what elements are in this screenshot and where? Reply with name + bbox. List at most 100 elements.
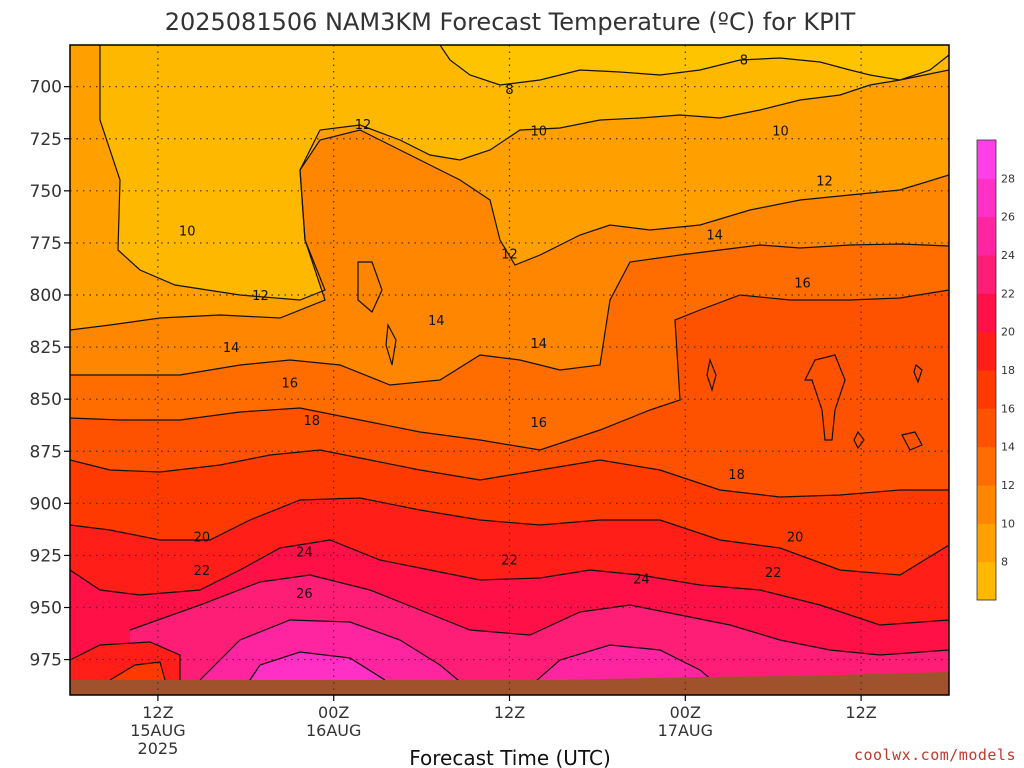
contour-label: 18 [728, 468, 745, 483]
contour-label: 18 [303, 414, 320, 429]
contour-line [913, 363, 923, 384]
contour-label: 22 [501, 554, 518, 569]
contour-label: 8 [740, 54, 748, 69]
contour-line [901, 431, 923, 451]
temperature-field [70, 45, 949, 695]
contour-label: 16 [531, 416, 548, 431]
contour-line [199, 619, 471, 691]
x-tick-date: 16AUG [306, 721, 361, 740]
contour-line [519, 644, 731, 695]
colorbar-tick-label: 14 [1001, 441, 1015, 454]
contour-line [439, 45, 949, 86]
x-tick-year: 2025 [138, 739, 179, 758]
contour-label: 12 [501, 247, 518, 262]
band-16-18-patch [805, 355, 845, 440]
y-tick-label: 700 [30, 78, 62, 98]
colorbar-frame [976, 139, 997, 601]
chart-title: 2025081506 NAM3KM Forecast Temperature (… [165, 8, 856, 36]
x-tick-label: 00Z [670, 703, 701, 722]
colorbar-swatch [977, 446, 996, 486]
contour-line [70, 497, 949, 576]
contour-label: 14 [706, 229, 723, 244]
contour-line [853, 430, 865, 450]
contour-line [706, 357, 717, 393]
colorbar-swatch [977, 370, 996, 409]
colorbar: 8 10 12 14 16 18 20 22 24 26 28 [976, 139, 1015, 601]
contour-line [357, 261, 383, 313]
credit-text: coolwx.com/models [854, 746, 1016, 764]
y-tick-label: 975 [30, 651, 62, 671]
colorbar-tick-label: 16 [1001, 402, 1015, 415]
contour-label: 8 [505, 83, 513, 98]
colorbar-tick-label: 18 [1001, 364, 1015, 377]
colorbar-swatch [977, 255, 996, 294]
contour-label: 24 [296, 545, 313, 560]
colorbar-tick-label: 10 [1001, 517, 1015, 530]
contour-line [109, 661, 166, 681]
contour-label: 16 [281, 377, 298, 392]
contour-line [239, 651, 386, 695]
x-tick-date: 17AUG [658, 721, 713, 740]
y-tick-label: 850 [30, 390, 62, 410]
contour-line [70, 641, 181, 695]
y-tick-label: 750 [30, 182, 62, 202]
contour-label: 22 [765, 566, 782, 581]
contour-label: 24 [633, 572, 650, 587]
y-tick-label: 800 [30, 286, 62, 306]
y-tick-label: 925 [30, 546, 62, 566]
colorbar-tick-label: 20 [1001, 326, 1015, 339]
y-tick-label: 725 [30, 130, 62, 150]
contour-label: 12 [355, 118, 372, 133]
colorbar-swatch [977, 331, 996, 371]
contour-label: 10 [179, 224, 196, 239]
colorbar-tick-label: 22 [1001, 287, 1015, 300]
colorbar-tick-label: 12 [1001, 479, 1015, 492]
colorbar-swatch [977, 178, 996, 218]
colorbar-tick-label: 28 [1001, 172, 1015, 185]
y-tick-label: 825 [30, 338, 62, 358]
contour-label: 26 [296, 587, 313, 602]
colorbar-swatch [977, 293, 996, 333]
y-axis: 700 725 750 775 800 825 850 875 900 925 950 975 [30, 78, 70, 671]
contour-line [70, 449, 949, 498]
colorbar-tick-label: 8 [1001, 556, 1008, 569]
contour-label: 10 [531, 124, 548, 139]
y-tick-label: 900 [30, 494, 62, 514]
colorbar-swatch [977, 140, 996, 179]
contour-line [70, 243, 949, 386]
contour-line [99, 45, 949, 301]
colorbar-swatch [977, 408, 996, 448]
contour-label: 20 [787, 531, 804, 546]
band-8-10-upper [440, 45, 949, 85]
colorbar-swatch [977, 216, 996, 256]
x-tick-label: 12Z [494, 703, 525, 722]
y-tick-label: 950 [30, 599, 62, 619]
x-tick-label: 12Z [845, 703, 876, 722]
colorbar-tick-label: 24 [1001, 249, 1015, 262]
contour-label: 12 [252, 289, 269, 304]
contour-label: 16 [794, 277, 811, 292]
x-tick-label: 00Z [318, 703, 349, 722]
contour-label: 20 [194, 531, 211, 546]
contour-line [129, 574, 949, 656]
contour-label: 22 [194, 564, 211, 579]
contour-line [804, 354, 846, 441]
contour-label: 14 [531, 337, 548, 352]
contour-line [70, 539, 949, 626]
colorbar-tick-label: 26 [1001, 211, 1015, 224]
colorbar-swatch [977, 523, 996, 563]
band-8-10 [100, 45, 949, 300]
x-tick-label: 12Z [142, 703, 173, 722]
contour-label: 12 [816, 174, 833, 189]
contour-line [70, 289, 949, 451]
y-tick-label: 775 [30, 234, 62, 254]
colorbar-swatch [977, 485, 996, 524]
x-axis-title: Forecast Time (UTC) [409, 746, 611, 768]
y-tick-label: 875 [30, 442, 62, 462]
contour-labels: 8 8 10 10 12 12 10 12 14 16 12 14 14 14 16 16 18 18 20 20 22… [179, 54, 833, 602]
contour-lines [70, 45, 949, 695]
colorbar-swatch [977, 561, 996, 601]
contour-label: 14 [428, 314, 445, 329]
